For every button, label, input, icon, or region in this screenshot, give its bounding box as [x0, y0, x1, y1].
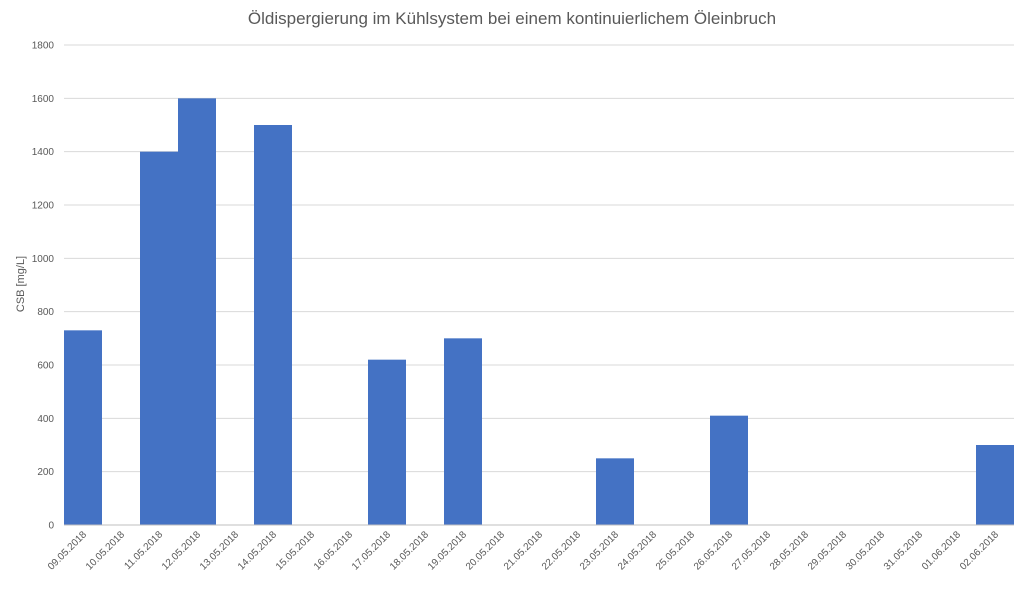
x-tick-label: 21.05.2018 [502, 529, 545, 572]
bar [140, 151, 178, 525]
x-tick-label: 12.05.2018 [160, 529, 203, 572]
x-tick-label: 22.05.2018 [540, 529, 583, 572]
bar [596, 458, 634, 525]
x-tick-label: 02.06.2018 [958, 529, 1001, 572]
x-tick-labels: 09.05.201810.05.201811.05.201812.05.2018… [46, 529, 1001, 572]
y-axis-label: CSB [mg/L] [15, 256, 27, 312]
y-tick-label: 1400 [32, 147, 55, 158]
bar [254, 125, 292, 525]
bar [444, 338, 482, 525]
x-tick-label: 16.05.2018 [312, 529, 355, 572]
x-tick-label: 09.05.2018 [46, 529, 89, 572]
x-tick-label: 24.05.2018 [616, 529, 659, 572]
y-tick-label: 200 [37, 467, 54, 478]
x-tick-label: 11.05.2018 [122, 529, 165, 572]
x-tick-label: 28.05.2018 [768, 529, 811, 572]
x-tick-label: 17.05.2018 [350, 529, 393, 572]
bar [976, 445, 1014, 525]
x-tick-label: 01.06.2018 [920, 529, 963, 572]
y-tick-label: 400 [37, 414, 54, 425]
y-tick-labels: 0 200 400 600 800 1000 1200 1400 1600 1800 [32, 41, 55, 532]
y-tick-label: 1000 [32, 254, 55, 265]
bar [368, 359, 406, 525]
bars [64, 98, 1014, 525]
x-tick-label: 31.05.2018 [882, 529, 925, 572]
y-tick-label: 800 [37, 307, 54, 318]
bar [710, 415, 748, 525]
bar [178, 98, 216, 525]
x-tick-label: 14.05.2018 [236, 529, 279, 572]
x-tick-label: 19.05.2018 [426, 529, 469, 572]
gridlines [64, 44, 1014, 473]
x-tick-label: 20.05.2018 [464, 529, 507, 572]
x-tick-label: 30.05.2018 [844, 529, 887, 572]
y-tick-label: 1600 [32, 94, 55, 105]
x-tick-label: 29.05.2018 [806, 529, 849, 572]
x-tick-label: 27.05.2018 [730, 529, 773, 572]
chart-title: Öldispergierung im Kühlsystem bei einem … [248, 9, 776, 28]
y-tick-label: 0 [48, 521, 54, 532]
y-tick-label: 1200 [32, 201, 55, 212]
x-tick-label: 25.05.2018 [654, 529, 697, 572]
x-tick-label: 15.05.2018 [274, 529, 317, 572]
x-tick-label: 26.05.2018 [692, 529, 735, 572]
x-tick-label: 23.05.2018 [578, 529, 621, 572]
bar [64, 330, 102, 525]
y-tick-label: 600 [37, 361, 54, 372]
x-tick-label: 18.05.2018 [388, 529, 431, 572]
y-tick-label: 1800 [32, 41, 55, 52]
x-tick-label: 13.05.2018 [198, 529, 241, 572]
x-tick-label: 10.05.2018 [84, 529, 127, 572]
